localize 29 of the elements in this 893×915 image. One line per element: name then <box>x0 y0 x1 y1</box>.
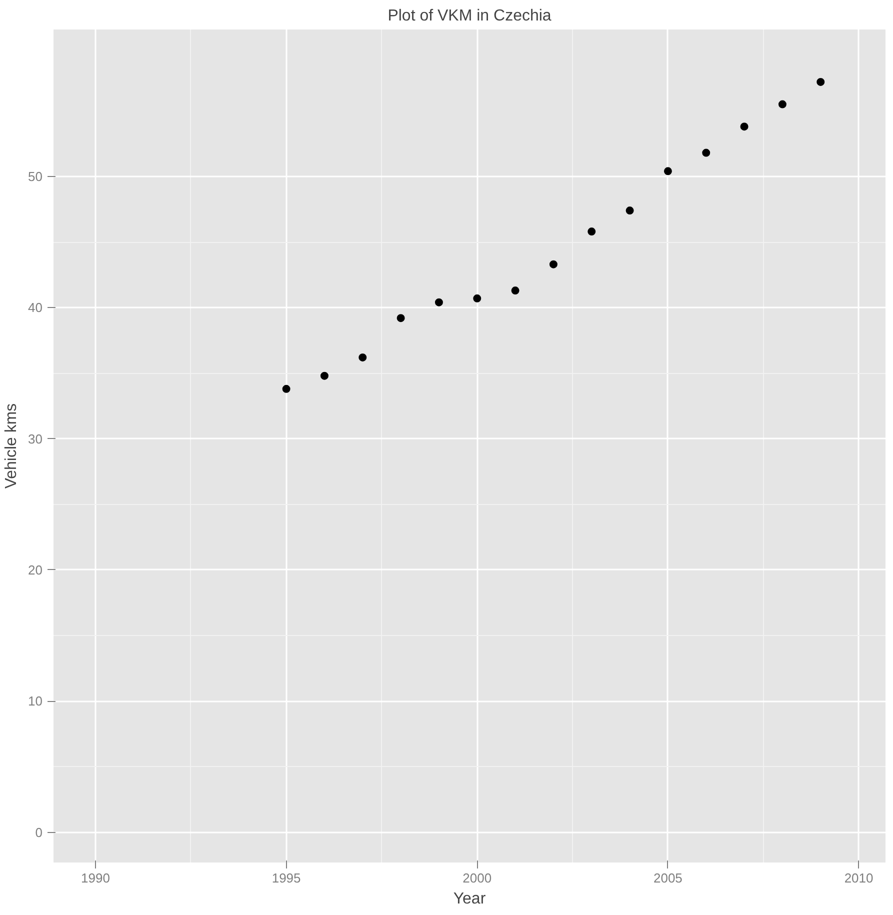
point <box>816 78 825 86</box>
point <box>358 353 367 362</box>
point <box>549 260 558 268</box>
point <box>588 228 596 236</box>
x-tick-label: 2005 <box>654 870 682 886</box>
y-tick-label: 50 <box>28 168 43 184</box>
point <box>778 100 786 108</box>
x-tick-label: 2000 <box>462 870 492 886</box>
point <box>320 372 328 380</box>
chart-title: Plot of VKM in Czechia <box>388 8 552 24</box>
point <box>282 384 290 393</box>
y-tick-label: 0 <box>35 824 43 840</box>
point <box>626 206 634 215</box>
point <box>473 294 482 302</box>
y-tick-label: 20 <box>28 562 43 578</box>
x-tick-label: 1995 <box>272 870 301 886</box>
point <box>511 286 520 295</box>
x-tick-label: 2010 <box>844 870 874 886</box>
point <box>396 314 405 322</box>
point <box>664 167 672 176</box>
y-tick-label: 40 <box>28 300 43 316</box>
x-tick-label: 1990 <box>81 870 110 886</box>
y-tick-label: 30 <box>28 431 43 446</box>
point <box>434 298 443 306</box>
point <box>740 122 748 131</box>
y-axis-title: Vehicle kms <box>3 403 20 489</box>
y-tick-label: 10 <box>28 694 43 709</box>
point <box>702 148 710 157</box>
x-axis-title: Year <box>453 890 486 908</box>
